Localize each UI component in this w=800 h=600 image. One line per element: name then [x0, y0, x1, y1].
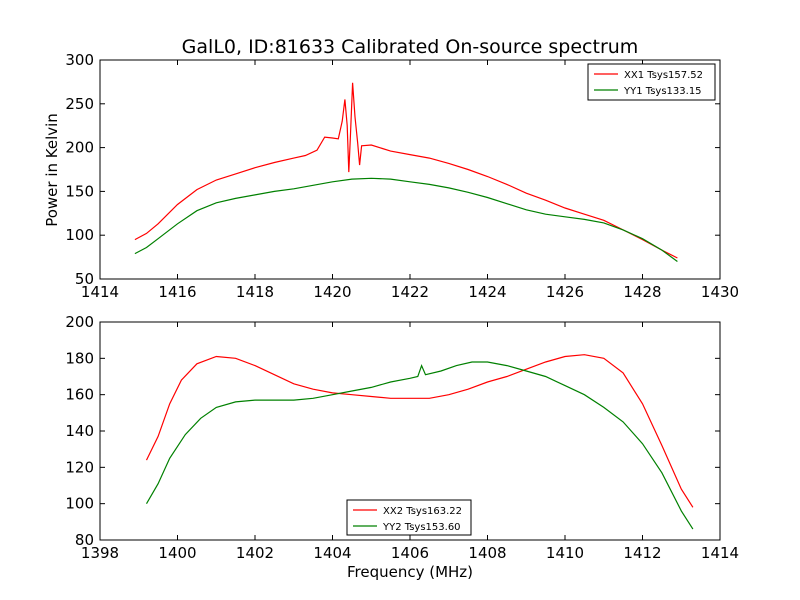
bottom-x-tick-label: 1400 [158, 544, 196, 562]
bottom-legend-label-2: YY2 Tsys153.60 [382, 522, 461, 533]
top-series-line-2 [134, 177, 678, 262]
top-x-tick-label: 1422 [391, 283, 429, 301]
bottom-x-tick-label: 1414 [701, 544, 739, 562]
bottom-x-tick-label: 1408 [468, 544, 506, 562]
bottom-y-tick-label: 140 [65, 422, 94, 440]
x-axis-label: Frequency (MHz) [347, 563, 473, 581]
bottom-chart-ticks: 1398 1400 1402 1404 1406 1408 1410 1412 1414 80 10… [65, 313, 739, 562]
top-x-tick-label: 1430 [701, 283, 739, 301]
bottom-x-tick-label: 1398 [81, 544, 119, 562]
bottom-y-tick-label: 80 [75, 531, 94, 549]
bottom-series-line-1 [145, 354, 694, 508]
bottom-chart-legend: XX2 Tsys163.22 YY2 Tsys153.60 [346, 499, 472, 536]
bottom-x-tick-label: 1404 [313, 544, 351, 562]
top-x-tick-label: 1418 [236, 283, 274, 301]
top-x-tick-label: 1424 [468, 283, 506, 301]
bottom-y-tick-label: 100 [65, 495, 94, 513]
bottom-chart-frame [99, 321, 721, 541]
bottom-x-tick-label: 1410 [546, 544, 584, 562]
top-x-tick-label: 1414 [81, 283, 119, 301]
top-chart-lines [134, 82, 678, 262]
bottom-x-tick-label: 1406 [391, 544, 429, 562]
top-y-tick-label: 250 [65, 95, 94, 113]
top-y-tick-label: 50 [75, 270, 94, 288]
top-y-tick-label: 150 [65, 182, 94, 200]
top-x-tick-label: 1428 [623, 283, 661, 301]
top-series-line-1 [134, 82, 678, 259]
bottom-y-tick-label: 120 [65, 458, 94, 476]
top-y-tick-label: 100 [65, 226, 94, 244]
bottom-legend-box [346, 499, 472, 536]
top-chart-legend: XX1 Tsys157.52 YY1 Tsys133.15 [587, 63, 716, 101]
top-chart-ticks: 1414 1416 1418 1420 1422 1424 1426 1428 1430 50 10… [65, 51, 739, 301]
figure-title: GalL0, ID:81633 Calibrated On-source spe… [182, 36, 639, 58]
top-x-tick-label: 1416 [158, 283, 196, 301]
bottom-y-tick-label: 160 [65, 386, 94, 404]
top-legend-label-1: XX1 Tsys157.52 [624, 70, 703, 81]
top-x-tick-label: 1426 [546, 283, 584, 301]
bottom-chart-panel: 1398 1400 1402 1404 1406 1408 1410 1412 1414 80 10… [65, 313, 739, 562]
bottom-chart-lines [145, 354, 694, 530]
top-y-tick-label: 300 [65, 51, 94, 69]
bottom-y-tick-label: 180 [65, 349, 94, 367]
bottom-legend-label-1: XX2 Tsys163.22 [383, 506, 462, 517]
top-legend-label-2: YY1 Tsys133.15 [623, 86, 702, 97]
top-chart-panel: 1414 1416 1418 1420 1422 1424 1426 1428 1430 50 10… [65, 51, 739, 301]
bottom-y-tick-label: 200 [65, 313, 94, 331]
top-chart-frame [99, 59, 721, 280]
top-legend-box [587, 63, 716, 101]
bottom-series-line-2 [145, 361, 694, 530]
top-x-tick-label: 1420 [313, 283, 351, 301]
top-y-tick-label: 200 [65, 139, 94, 157]
bottom-x-tick-label: 1412 [623, 544, 661, 562]
bottom-x-tick-label: 1402 [236, 544, 274, 562]
y-axis-label: Power in Kelvin [43, 113, 61, 227]
